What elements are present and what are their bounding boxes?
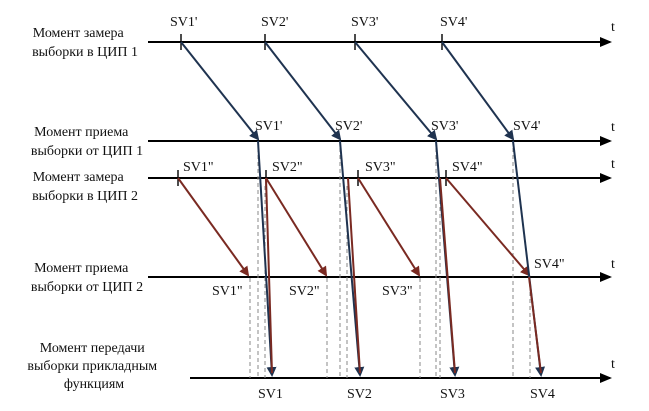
sv3-prime-transfer-arrow [354,41,438,141]
row-2-label-line-2: выборки от ЦИП 1 [31,144,143,159]
sv-double-prime-delivery-arrows [265,177,542,374]
sv2-double-prime-transfer-arrow [265,177,328,277]
row-5-mark-sv2: SV2 [347,387,372,402]
sv3-double-prime-delivery-line [439,177,456,374]
sv4-double-prime-delivery-line [528,276,542,374]
row-3-axis-symbol: t [611,157,615,172]
row-4-mark-sv2: SV2" [289,284,320,299]
row-4-label-line-2: выборки от ЦИП 2 [31,280,143,295]
row-4-label-line-1: Момент приема [34,261,129,276]
row-3-mark-sv4: SV4" [452,160,483,175]
row-4-mark-sv1: SV1" [212,284,243,299]
row-5-axis-symbol: t [611,357,615,372]
row-1-mark-sv4: SV4' [440,15,467,30]
row-3-mark-sv3: SV3" [365,160,396,175]
row-4-axis-symbol: t [611,257,615,272]
sv2-delivery-arrow [339,140,365,377]
sv1-double-prime-delivery-line [265,177,273,374]
sv1-prime-transfer-arrow [180,41,260,141]
sv2-prime-transfer-arrow [264,41,342,141]
sv-prime-transfer-arrows [180,41,515,141]
row-1-mark-sv2: SV2' [261,15,288,30]
sv1-double-prime-transfer-arrow [177,177,250,277]
row-1-mark-sv1: SV1' [170,15,197,30]
dashed-guides [249,141,531,378]
row-2-mark-sv2: SV2' [335,119,362,134]
row-4-mark-sv4: SV4" [534,257,565,272]
row-1-mark-sv3: SV3' [351,15,378,30]
row-1-label: Момент замера выборки в ЦИП 1 [32,26,138,60]
row-2-mark-sv4: SV4' [513,119,540,134]
row-5-mark-sv3: SV3 [440,387,465,402]
row-4-mark-sv3: SV3" [382,284,413,299]
row-3-label-line-2: выборки в ЦИП 2 [32,189,138,204]
sv2-double-prime-delivery-line [347,177,361,374]
row-1-label-line-1: Момент замера [33,26,125,41]
row-2-mark-sv1: SV1' [255,119,282,134]
sv4-prime-transfer-arrow [441,41,515,141]
row-5-mark-sv4: SV4 [530,387,555,402]
row-5-label-line-1: Момент передачи [40,341,146,356]
row-3-label: Момент замера выборки в ЦИП 2 [32,170,138,204]
sv3-double-prime-transfer-arrow [357,177,421,277]
sv4-double-prime-transfer-arrow [445,177,531,277]
sv-double-prime-transfer-arrows [177,177,531,277]
row-2-mark-sv3: SV3' [431,119,458,134]
row-2-axis-symbol: t [611,120,615,135]
row-3-label-line-1: Момент замера [33,170,125,185]
row-5-mark-sv1: SV1 [258,387,283,402]
row-5-label: Момент передачи выборки прикладным функц… [27,341,160,392]
row-2-label-line-1: Момент приема [34,125,129,140]
row-1-axis-symbol: t [611,20,615,35]
sv1-delivery-arrow [257,140,277,377]
row-3-mark-sv1: SV1" [183,160,214,175]
row-2-label: Момент приема выборки от ЦИП 1 [31,125,143,159]
row-5-label-line-3: функциям [64,377,124,392]
row-4-label: Момент приема выборки от ЦИП 2 [31,261,143,295]
row-3-mark-sv2: SV2" [272,160,303,175]
sv-prime-delivery-arrows [257,140,546,377]
row-1-label-line-2: выборки в ЦИП 1 [32,45,138,60]
row-5-label-line-2: выборки прикладным [27,359,157,374]
